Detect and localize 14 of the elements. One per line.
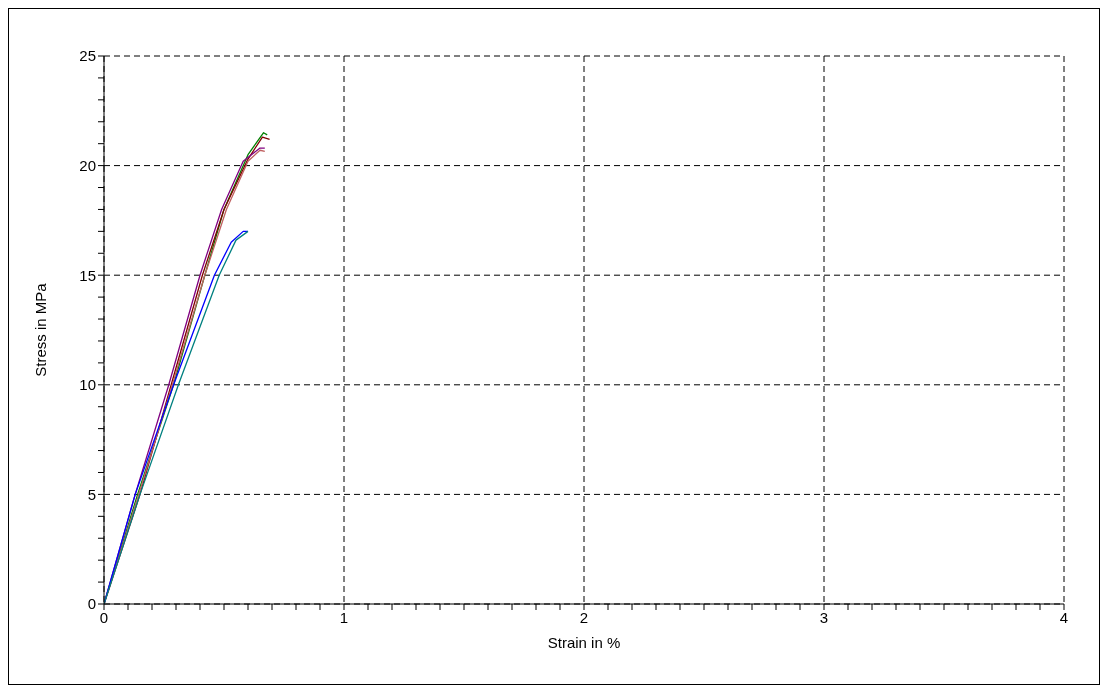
x-tick-label: 1	[339, 608, 349, 626]
x-tick-label: 0	[99, 608, 109, 626]
x-axis-title: Strain in %	[547, 634, 621, 651]
line-series	[104, 230, 249, 604]
y-tick-label: 25	[79, 47, 96, 65]
y-tick-label: 20	[79, 156, 96, 174]
y-tick-label: 15	[79, 266, 96, 284]
y-tick-label: 10	[79, 376, 96, 394]
y-tick-label: 5	[87, 485, 96, 503]
y-tick-label: 0	[87, 595, 96, 613]
x-tick-label: 4	[1059, 608, 1069, 626]
y-axis-title: Stress in MPa	[32, 282, 50, 377]
x-tick-label: 3	[819, 608, 829, 626]
x-tick-label: 2	[579, 608, 589, 626]
